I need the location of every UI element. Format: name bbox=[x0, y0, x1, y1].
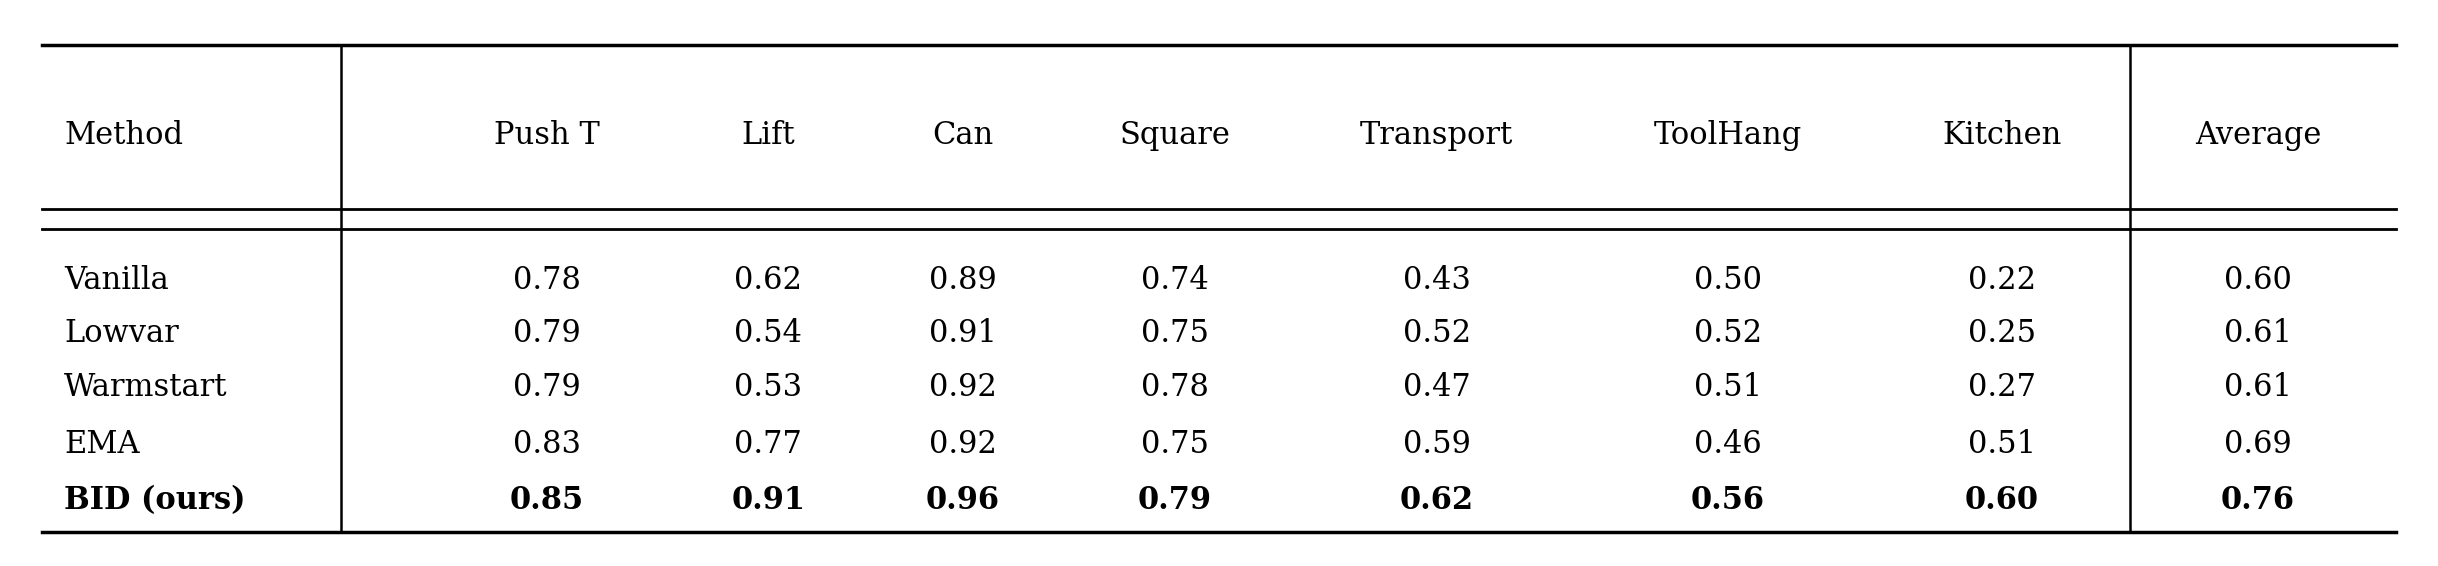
Text: 0.43: 0.43 bbox=[1402, 265, 1470, 295]
Text: 0.89: 0.89 bbox=[929, 265, 997, 295]
Text: BID (ours): BID (ours) bbox=[63, 486, 246, 516]
Text: 0.61: 0.61 bbox=[2223, 319, 2292, 349]
Text: Vanilla: Vanilla bbox=[63, 265, 168, 295]
Text: 0.46: 0.46 bbox=[1694, 429, 1763, 460]
Text: Push T: Push T bbox=[495, 121, 600, 151]
Text: 0.92: 0.92 bbox=[929, 429, 997, 460]
Text: Lowvar: Lowvar bbox=[63, 319, 178, 349]
Text: Method: Method bbox=[63, 121, 183, 151]
Text: 0.69: 0.69 bbox=[2223, 429, 2292, 460]
Text: 0.60: 0.60 bbox=[2223, 265, 2292, 295]
Text: 0.60: 0.60 bbox=[1965, 486, 2038, 516]
Text: 0.56: 0.56 bbox=[1692, 486, 1765, 516]
Text: 0.59: 0.59 bbox=[1402, 429, 1470, 460]
Text: Warmstart: Warmstart bbox=[63, 372, 227, 403]
Text: Kitchen: Kitchen bbox=[1943, 121, 2063, 151]
Text: 0.79: 0.79 bbox=[512, 319, 580, 349]
Text: 0.77: 0.77 bbox=[734, 429, 802, 460]
Text: 0.91: 0.91 bbox=[929, 319, 997, 349]
Text: 0.85: 0.85 bbox=[510, 486, 585, 516]
Text: 0.91: 0.91 bbox=[731, 486, 805, 516]
Text: 0.53: 0.53 bbox=[734, 372, 802, 403]
Text: 0.76: 0.76 bbox=[2221, 486, 2294, 516]
Text: 0.92: 0.92 bbox=[929, 372, 997, 403]
Text: 0.62: 0.62 bbox=[734, 265, 802, 295]
Text: 0.50: 0.50 bbox=[1694, 265, 1763, 295]
Text: 0.78: 0.78 bbox=[1141, 372, 1209, 403]
Text: Square: Square bbox=[1119, 121, 1231, 151]
Text: 0.51: 0.51 bbox=[1967, 429, 2036, 460]
Text: Lift: Lift bbox=[741, 121, 795, 151]
Text: 0.54: 0.54 bbox=[734, 319, 802, 349]
Text: 0.25: 0.25 bbox=[1967, 319, 2036, 349]
Text: Transport: Transport bbox=[1360, 121, 1514, 151]
Text: 0.22: 0.22 bbox=[1967, 265, 2036, 295]
Text: EMA: EMA bbox=[63, 429, 139, 460]
Text: 0.75: 0.75 bbox=[1141, 429, 1209, 460]
Text: 0.61: 0.61 bbox=[2223, 372, 2292, 403]
Text: 0.47: 0.47 bbox=[1402, 372, 1470, 403]
Text: 0.74: 0.74 bbox=[1141, 265, 1209, 295]
Text: ToolHang: ToolHang bbox=[1653, 121, 1802, 151]
Text: 0.79: 0.79 bbox=[1139, 486, 1212, 516]
Text: Average: Average bbox=[2194, 121, 2321, 151]
Text: 0.51: 0.51 bbox=[1694, 372, 1763, 403]
Text: 0.96: 0.96 bbox=[926, 486, 1000, 516]
Text: 0.52: 0.52 bbox=[1694, 319, 1763, 349]
Text: Can: Can bbox=[931, 121, 992, 151]
Text: 0.78: 0.78 bbox=[512, 265, 580, 295]
Text: 0.79: 0.79 bbox=[512, 372, 580, 403]
Text: 0.75: 0.75 bbox=[1141, 319, 1209, 349]
Text: 0.83: 0.83 bbox=[512, 429, 580, 460]
Text: 0.52: 0.52 bbox=[1402, 319, 1470, 349]
Text: 0.62: 0.62 bbox=[1399, 486, 1475, 516]
Text: 0.27: 0.27 bbox=[1967, 372, 2036, 403]
